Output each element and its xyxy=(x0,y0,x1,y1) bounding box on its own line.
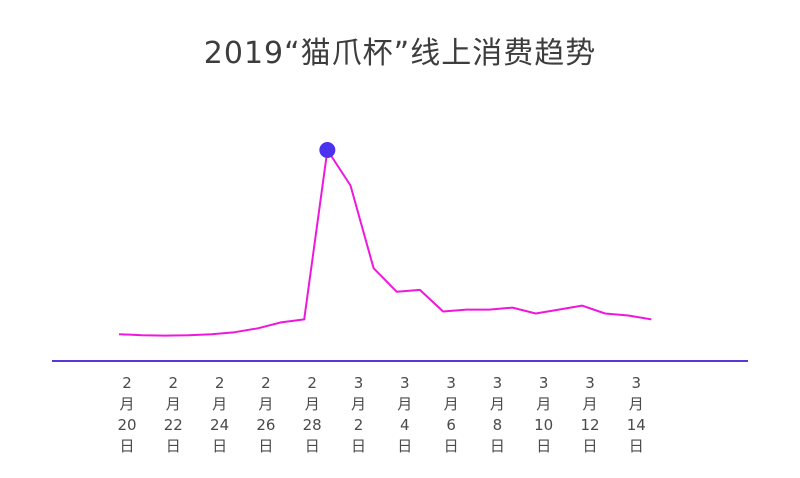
x-tick-label-part: 日 xyxy=(536,437,551,455)
x-tick-label-part: 2 xyxy=(354,416,364,434)
x-tick-label-part: 日 xyxy=(582,437,597,455)
x-tick-label-part: 3 xyxy=(632,374,642,392)
x-tick-label-part: 14 xyxy=(627,416,646,434)
x-tick-label-part: 3 xyxy=(493,374,503,392)
x-tick-label-part: 日 xyxy=(397,437,412,455)
x-tick-label-part: 24 xyxy=(210,416,229,434)
x-tick-label: 2 月 26 日 xyxy=(256,374,275,455)
x-tick-label-part: 8 xyxy=(493,416,503,434)
x-tick-label: 2 月 24 日 xyxy=(210,374,229,455)
x-tick-label-part: 3 xyxy=(585,374,595,392)
x-tick-label-part: 3 xyxy=(354,374,364,392)
x-tick-label-part: 日 xyxy=(212,437,227,455)
x-tick-label: 2 月 22 日 xyxy=(164,374,183,455)
x-tick-label: 3 月 2 日 xyxy=(351,374,366,455)
x-tick-label-part: 3 xyxy=(446,374,456,392)
x-tick-label-part: 日 xyxy=(258,437,273,455)
x-tick-label-part: 日 xyxy=(490,437,505,455)
x-tick-label-part: 26 xyxy=(256,416,275,434)
x-tick-label-part: 月 xyxy=(629,395,644,413)
x-tick-label-part: 月 xyxy=(351,395,366,413)
x-tick-label-part: 月 xyxy=(212,395,227,413)
x-tick-label: 3 月 8 日 xyxy=(490,374,505,455)
x-tick-label-part: 20 xyxy=(117,416,136,434)
x-tick-label-part: 12 xyxy=(580,416,599,434)
x-tick-label-part: 月 xyxy=(444,395,459,413)
x-tick-label-part: 日 xyxy=(629,437,644,455)
x-tick-label-part: 3 xyxy=(400,374,410,392)
x-tick-label-part: 10 xyxy=(534,416,553,434)
x-tick-label-part: 月 xyxy=(397,395,412,413)
x-tick-label-part: 2 xyxy=(307,374,317,392)
x-tick-label: 3 月 14 日 xyxy=(627,374,646,455)
x-tick-label-part: 日 xyxy=(305,437,320,455)
x-tick-label-part: 4 xyxy=(400,416,410,434)
x-tick-label-part: 月 xyxy=(305,395,320,413)
x-tick-label: 3 月 12 日 xyxy=(580,374,599,455)
x-tick-label-part: 月 xyxy=(166,395,181,413)
x-tick-label: 3 月 4 日 xyxy=(397,374,412,455)
x-tick-label: 3 月 10 日 xyxy=(534,374,553,455)
x-tick-label: 3 月 6 日 xyxy=(444,374,459,455)
peak-point-marker xyxy=(319,142,336,158)
x-tick-label-part: 月 xyxy=(536,395,551,413)
x-tick-label-part: 日 xyxy=(444,437,459,455)
x-tick-label-part: 6 xyxy=(446,416,456,434)
x-tick-label-part: 2 xyxy=(261,374,271,392)
x-tick-label-part: 月 xyxy=(119,395,134,413)
x-tick-label-part: 日 xyxy=(166,437,181,455)
x-tick-label-part: 日 xyxy=(351,437,366,455)
x-tick-label-part: 月 xyxy=(582,395,597,413)
x-tick-label-part: 2 xyxy=(169,374,179,392)
x-tick-label-part: 3 xyxy=(539,374,549,392)
x-tick-label-part: 月 xyxy=(258,395,273,413)
x-tick-label: 2 月 28 日 xyxy=(303,374,322,455)
series-line xyxy=(118,149,652,337)
x-tick-label-part: 月 xyxy=(490,395,505,413)
x-tick-label-part: 28 xyxy=(303,416,322,434)
x-tick-label: 2 月 20 日 xyxy=(117,374,136,455)
x-tick-label-part: 22 xyxy=(164,416,183,434)
x-tick-label-part: 2 xyxy=(215,374,225,392)
x-tick-label-part: 日 xyxy=(119,437,134,455)
x-tick-label-part: 2 xyxy=(122,374,132,392)
chart-title: 2019“猫爪杯”线上消费趋势 xyxy=(203,36,597,71)
